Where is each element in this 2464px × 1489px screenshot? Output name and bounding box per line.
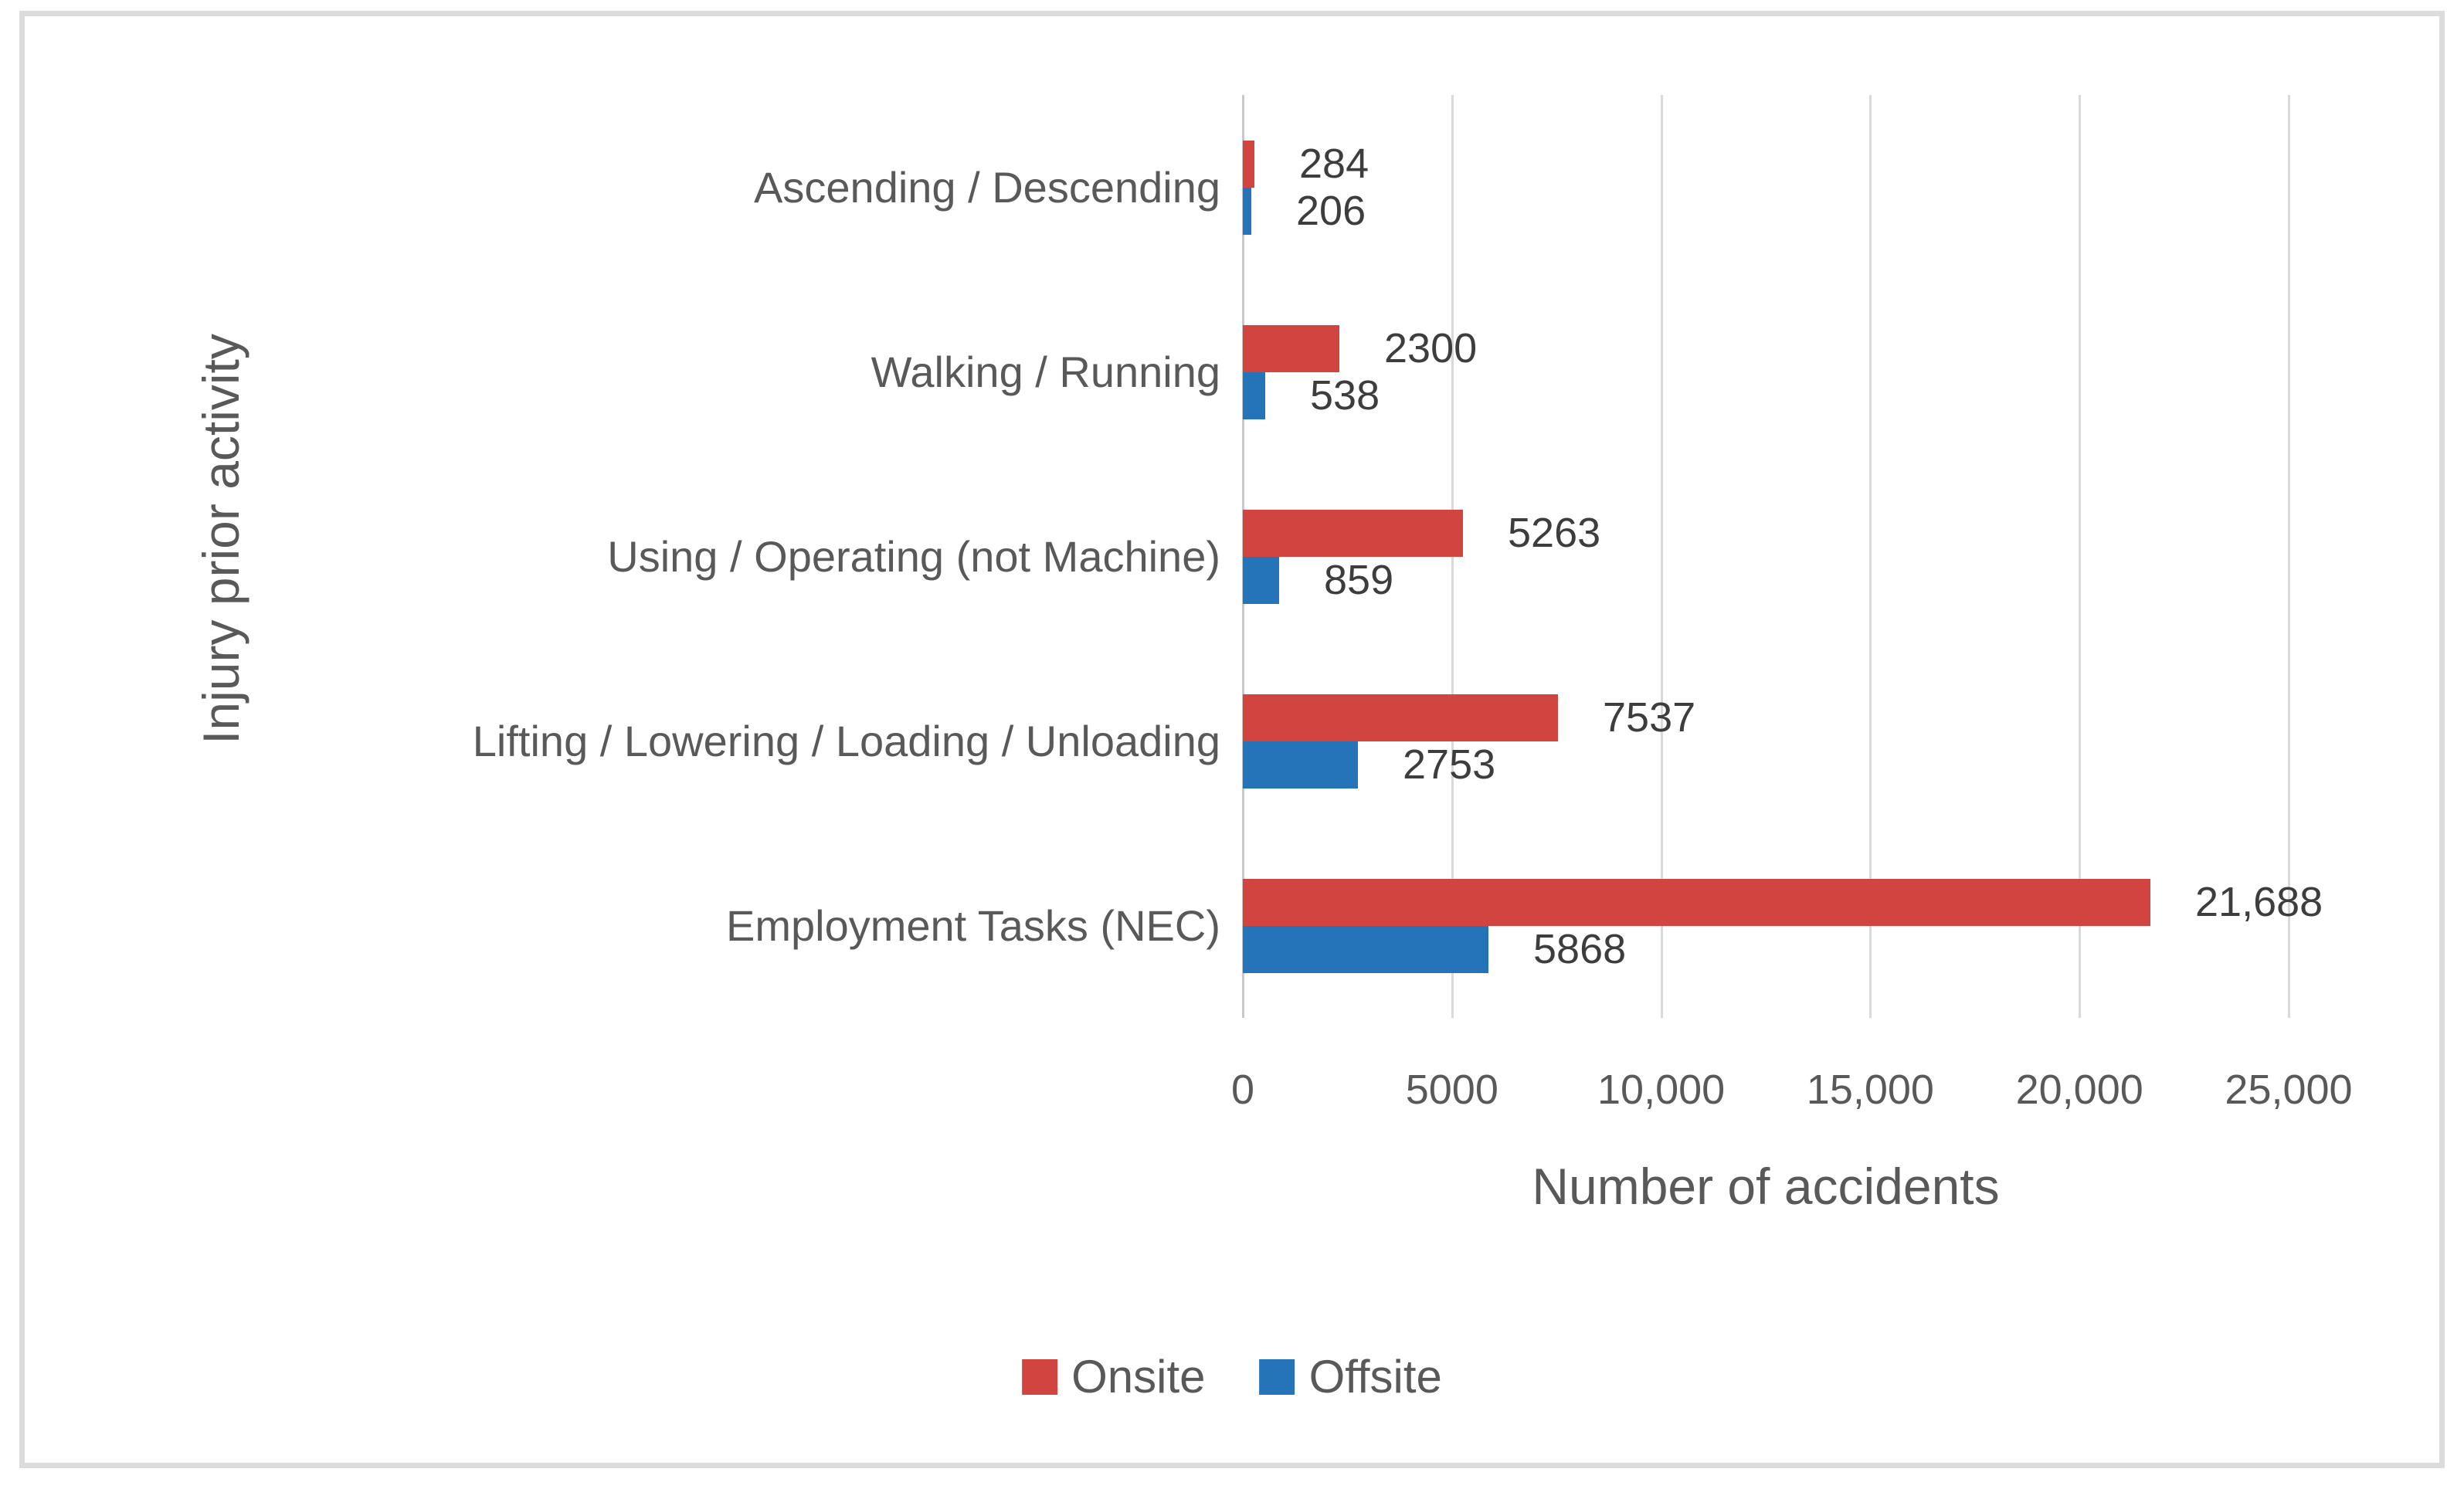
bar-offsite — [1243, 187, 1251, 235]
gridline — [1869, 95, 1872, 1018]
category-label: Lifting / Lowering / Loading / Unloading — [472, 716, 1220, 765]
x-tick-label: 10,000 — [1597, 1067, 1726, 1113]
bar-onsite — [1243, 694, 1558, 741]
gridline — [2288, 95, 2290, 1018]
x-tick-label: 15,000 — [1806, 1067, 1934, 1113]
category-label: Employment Tasks (NEC) — [725, 901, 1220, 950]
x-tick-label: 20,000 — [2015, 1067, 2143, 1113]
legend-label: Onsite — [1071, 1351, 1206, 1403]
legend-label: Offsite — [1308, 1351, 1442, 1403]
value-label-onsite: 284 — [1299, 141, 1369, 187]
value-label-offsite: 538 — [1310, 372, 1380, 419]
bar-offsite — [1243, 741, 1358, 789]
value-label-offsite: 2753 — [1403, 741, 1496, 788]
gridline — [1660, 95, 1663, 1018]
value-label-offsite: 206 — [1296, 188, 1366, 234]
category-label: Using / Operating (not Machine) — [607, 531, 1220, 581]
legend: Onsite Offsite — [1022, 1350, 1442, 1403]
chart-border-frame — [19, 11, 2445, 1468]
category-label: Ascending / Descending — [754, 162, 1220, 212]
bar-offsite — [1243, 371, 1265, 419]
value-label-onsite: 7537 — [1603, 694, 1696, 741]
bar-onsite — [1243, 324, 1339, 372]
x-tick-label: 5000 — [1405, 1067, 1498, 1113]
legend-item-offsite: Offsite — [1259, 1350, 1442, 1403]
bar-onsite — [1243, 878, 2150, 926]
gridline — [2079, 95, 2082, 1018]
bar-onsite — [1243, 140, 1254, 188]
bar-offsite — [1243, 556, 1279, 604]
x-tick-label: 0 — [1230, 1067, 1255, 1113]
legend-swatch-onsite — [1022, 1358, 1058, 1395]
bar-offsite — [1243, 925, 1488, 973]
value-label-onsite: 21,688 — [2195, 879, 2323, 925]
x-axis-title: Number of accidents — [1532, 1158, 2000, 1215]
legend-swatch-offsite — [1259, 1358, 1295, 1395]
value-label-offsite: 5868 — [1533, 926, 1627, 972]
category-label: Walking / Running — [871, 347, 1220, 396]
gridline — [1451, 95, 1454, 1018]
x-tick-label: 25,000 — [2225, 1067, 2353, 1113]
value-label-onsite: 5263 — [1508, 510, 1601, 556]
legend-item-onsite: Onsite — [1022, 1350, 1206, 1403]
bar-onsite — [1243, 509, 1463, 557]
value-label-onsite: 2300 — [1384, 325, 1478, 371]
value-label-offsite: 859 — [1324, 557, 1394, 603]
